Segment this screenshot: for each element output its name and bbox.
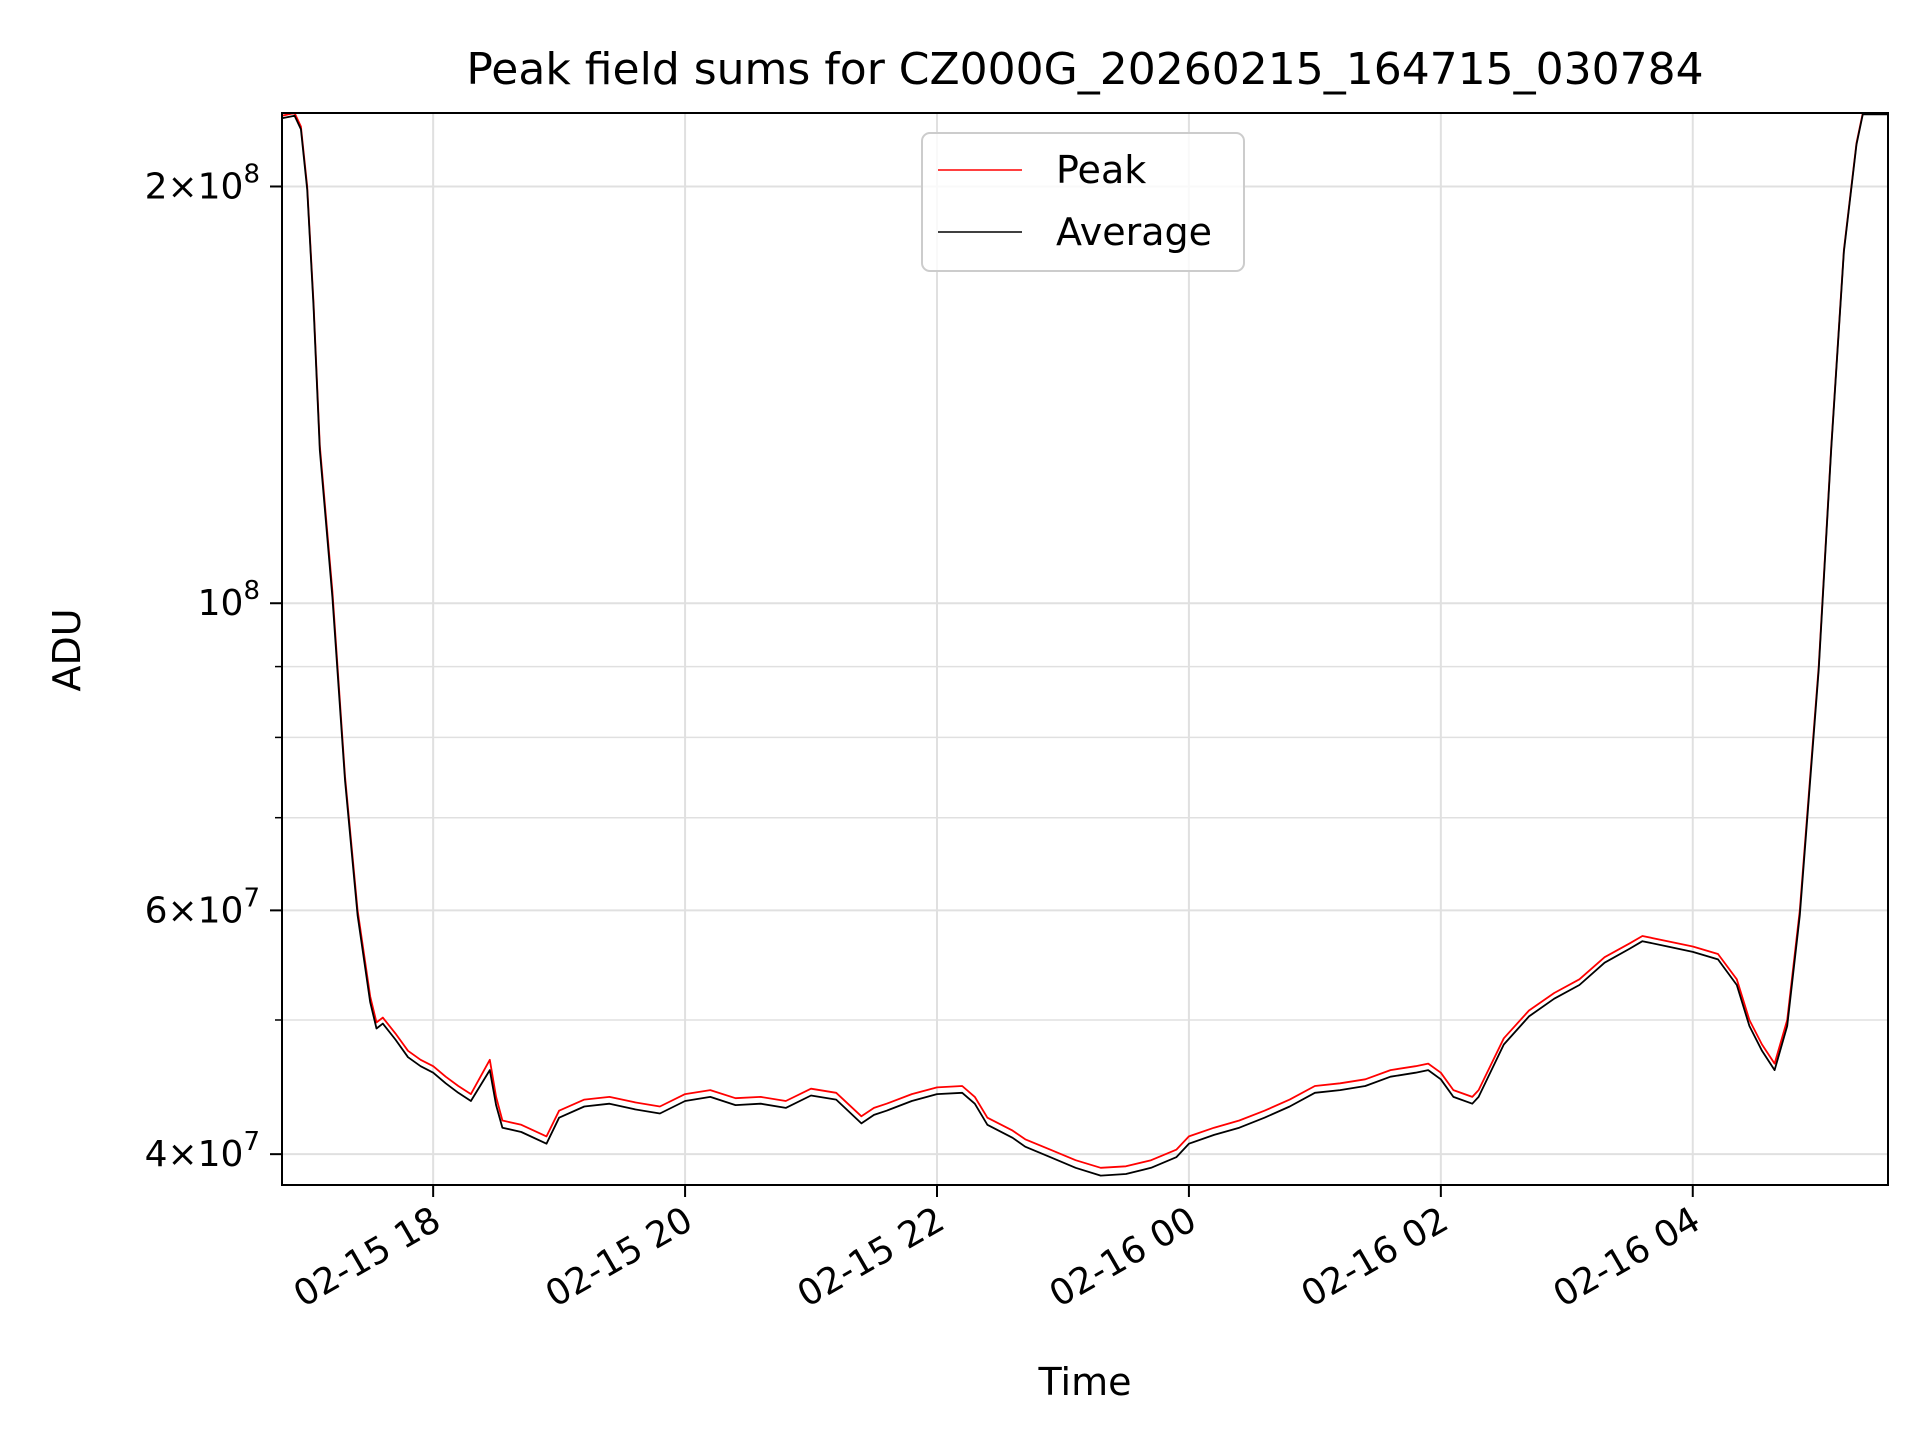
series-line-average bbox=[281, 113, 1888, 1177]
plot-frame bbox=[281, 112, 1889, 1186]
series-line-peak bbox=[281, 112, 1888, 1169]
legend-label-peak: Peak bbox=[1056, 148, 1146, 192]
x-axis-label: Time bbox=[1038, 1360, 1132, 1404]
legend: Peak Average bbox=[921, 132, 1245, 272]
y-tick-label: 4×107 bbox=[145, 1127, 260, 1175]
y-tick-label: 2×108 bbox=[145, 159, 260, 207]
y-tick-label: 108 bbox=[198, 576, 260, 624]
chart-title: Peak field sums for CZ000G_20260215_1647… bbox=[466, 44, 1703, 95]
legend-label-average: Average bbox=[1056, 210, 1212, 254]
y-tick-label: 6×107 bbox=[145, 883, 260, 931]
y-axis: 4×107 6×107 108 2×108 bbox=[145, 159, 282, 1175]
legend-box bbox=[921, 132, 1245, 272]
plot-series bbox=[281, 112, 1889, 1177]
y-axis-label: ADU bbox=[45, 608, 89, 691]
